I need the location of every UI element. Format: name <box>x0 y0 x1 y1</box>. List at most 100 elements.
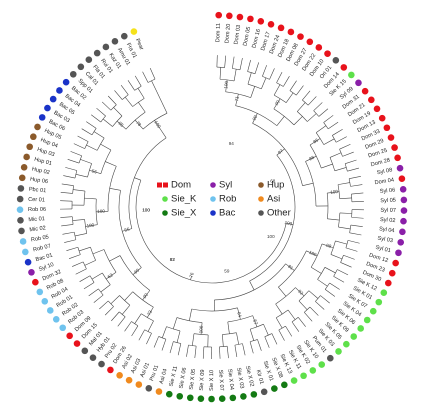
leaf-label: Sie X 05 <box>189 369 197 391</box>
branch <box>90 247 96 261</box>
leaf-label: Hup 03 <box>36 147 55 158</box>
branch <box>225 91 251 98</box>
leaf-label: Asi 04 <box>159 368 169 385</box>
branch <box>75 268 87 275</box>
branch <box>67 159 80 164</box>
branch <box>111 311 120 322</box>
leaf-label: Syl 06 <box>380 188 396 195</box>
branch <box>91 114 101 123</box>
branch <box>190 275 192 280</box>
legend-marker <box>162 196 168 202</box>
branch <box>285 325 293 337</box>
branch <box>339 197 352 200</box>
leaf-dot <box>135 381 143 388</box>
branch <box>287 309 296 320</box>
leaf-dot <box>77 63 85 71</box>
leaf-label: Syl 07 <box>380 208 396 214</box>
leaf-dot <box>125 376 133 384</box>
branch <box>110 104 117 111</box>
leaf-dot <box>130 28 138 35</box>
bootstrap-value: 100 <box>142 208 150 213</box>
branch <box>271 333 278 345</box>
branch <box>224 55 227 68</box>
branch <box>74 170 78 179</box>
leaf-label: Syl 01 <box>375 245 392 255</box>
leaf-dot <box>240 393 247 400</box>
branch <box>219 67 222 80</box>
leaf-dot <box>335 348 342 355</box>
leaf-dot <box>49 95 57 103</box>
branch <box>345 159 357 164</box>
leaf-label: Syl 08 <box>376 167 392 176</box>
leaf-dot <box>394 154 401 162</box>
leaf-dot <box>306 38 314 46</box>
branch <box>110 295 120 305</box>
leaf-dot <box>300 372 307 380</box>
legend-label: Hup <box>267 180 284 191</box>
leaf-dot <box>363 316 371 324</box>
branch <box>68 254 81 259</box>
leaf-dot <box>116 372 123 379</box>
branch <box>74 233 87 237</box>
branch <box>293 116 303 126</box>
leaf-label: Hup 01 <box>33 157 52 167</box>
branch <box>127 80 135 91</box>
branch <box>242 343 246 356</box>
branch <box>104 306 114 316</box>
branch <box>142 71 149 83</box>
branch <box>112 115 123 127</box>
branch <box>250 86 255 98</box>
legend-label: Sie_K <box>171 194 197 205</box>
legend-marker <box>163 182 168 188</box>
branch <box>291 321 300 332</box>
leaf-label: Dom 25 <box>368 148 388 160</box>
branch <box>328 121 339 130</box>
branch <box>84 197 97 200</box>
branch <box>61 224 74 227</box>
bootstrap-value: 100 <box>267 234 275 239</box>
branch <box>124 291 133 301</box>
branch <box>309 138 321 146</box>
leaf-label: Dom 28 <box>370 157 390 168</box>
leaf-dot <box>388 269 396 277</box>
leaf-dot <box>107 366 114 374</box>
leaf-dot <box>395 249 402 257</box>
branch <box>305 161 317 207</box>
leaf-dot <box>20 164 28 171</box>
leaf-label: Syl 02 <box>380 217 396 224</box>
branch <box>276 71 283 83</box>
leaf-label: Kir 01 <box>255 369 265 385</box>
leaf-dot <box>19 238 27 245</box>
branch <box>88 288 99 297</box>
leaf-dot <box>52 315 60 323</box>
branch <box>124 321 132 332</box>
branch <box>298 300 308 310</box>
branch <box>237 307 241 320</box>
branch <box>324 267 336 274</box>
branch <box>342 151 354 157</box>
branch <box>276 116 285 126</box>
branch <box>132 98 145 107</box>
branch <box>102 118 113 127</box>
branch <box>142 290 151 301</box>
leaf-dot <box>373 105 381 113</box>
branch <box>327 218 340 221</box>
branch <box>347 240 360 244</box>
branch <box>337 269 349 276</box>
leaf-dot <box>340 64 348 71</box>
leaf-dot <box>297 33 304 40</box>
branch <box>160 129 167 138</box>
branch <box>249 341 254 354</box>
branch <box>233 69 237 81</box>
leaf-dot <box>226 12 233 20</box>
branch <box>310 243 323 268</box>
leaf-dot <box>98 360 105 368</box>
branch <box>222 334 224 347</box>
leaf-dot <box>66 332 73 340</box>
branch <box>172 317 178 330</box>
branch <box>85 224 98 227</box>
branch <box>247 59 251 72</box>
leaf-label: Hup 06 <box>30 177 49 186</box>
leaf-dot <box>398 175 406 182</box>
branch <box>269 68 275 80</box>
